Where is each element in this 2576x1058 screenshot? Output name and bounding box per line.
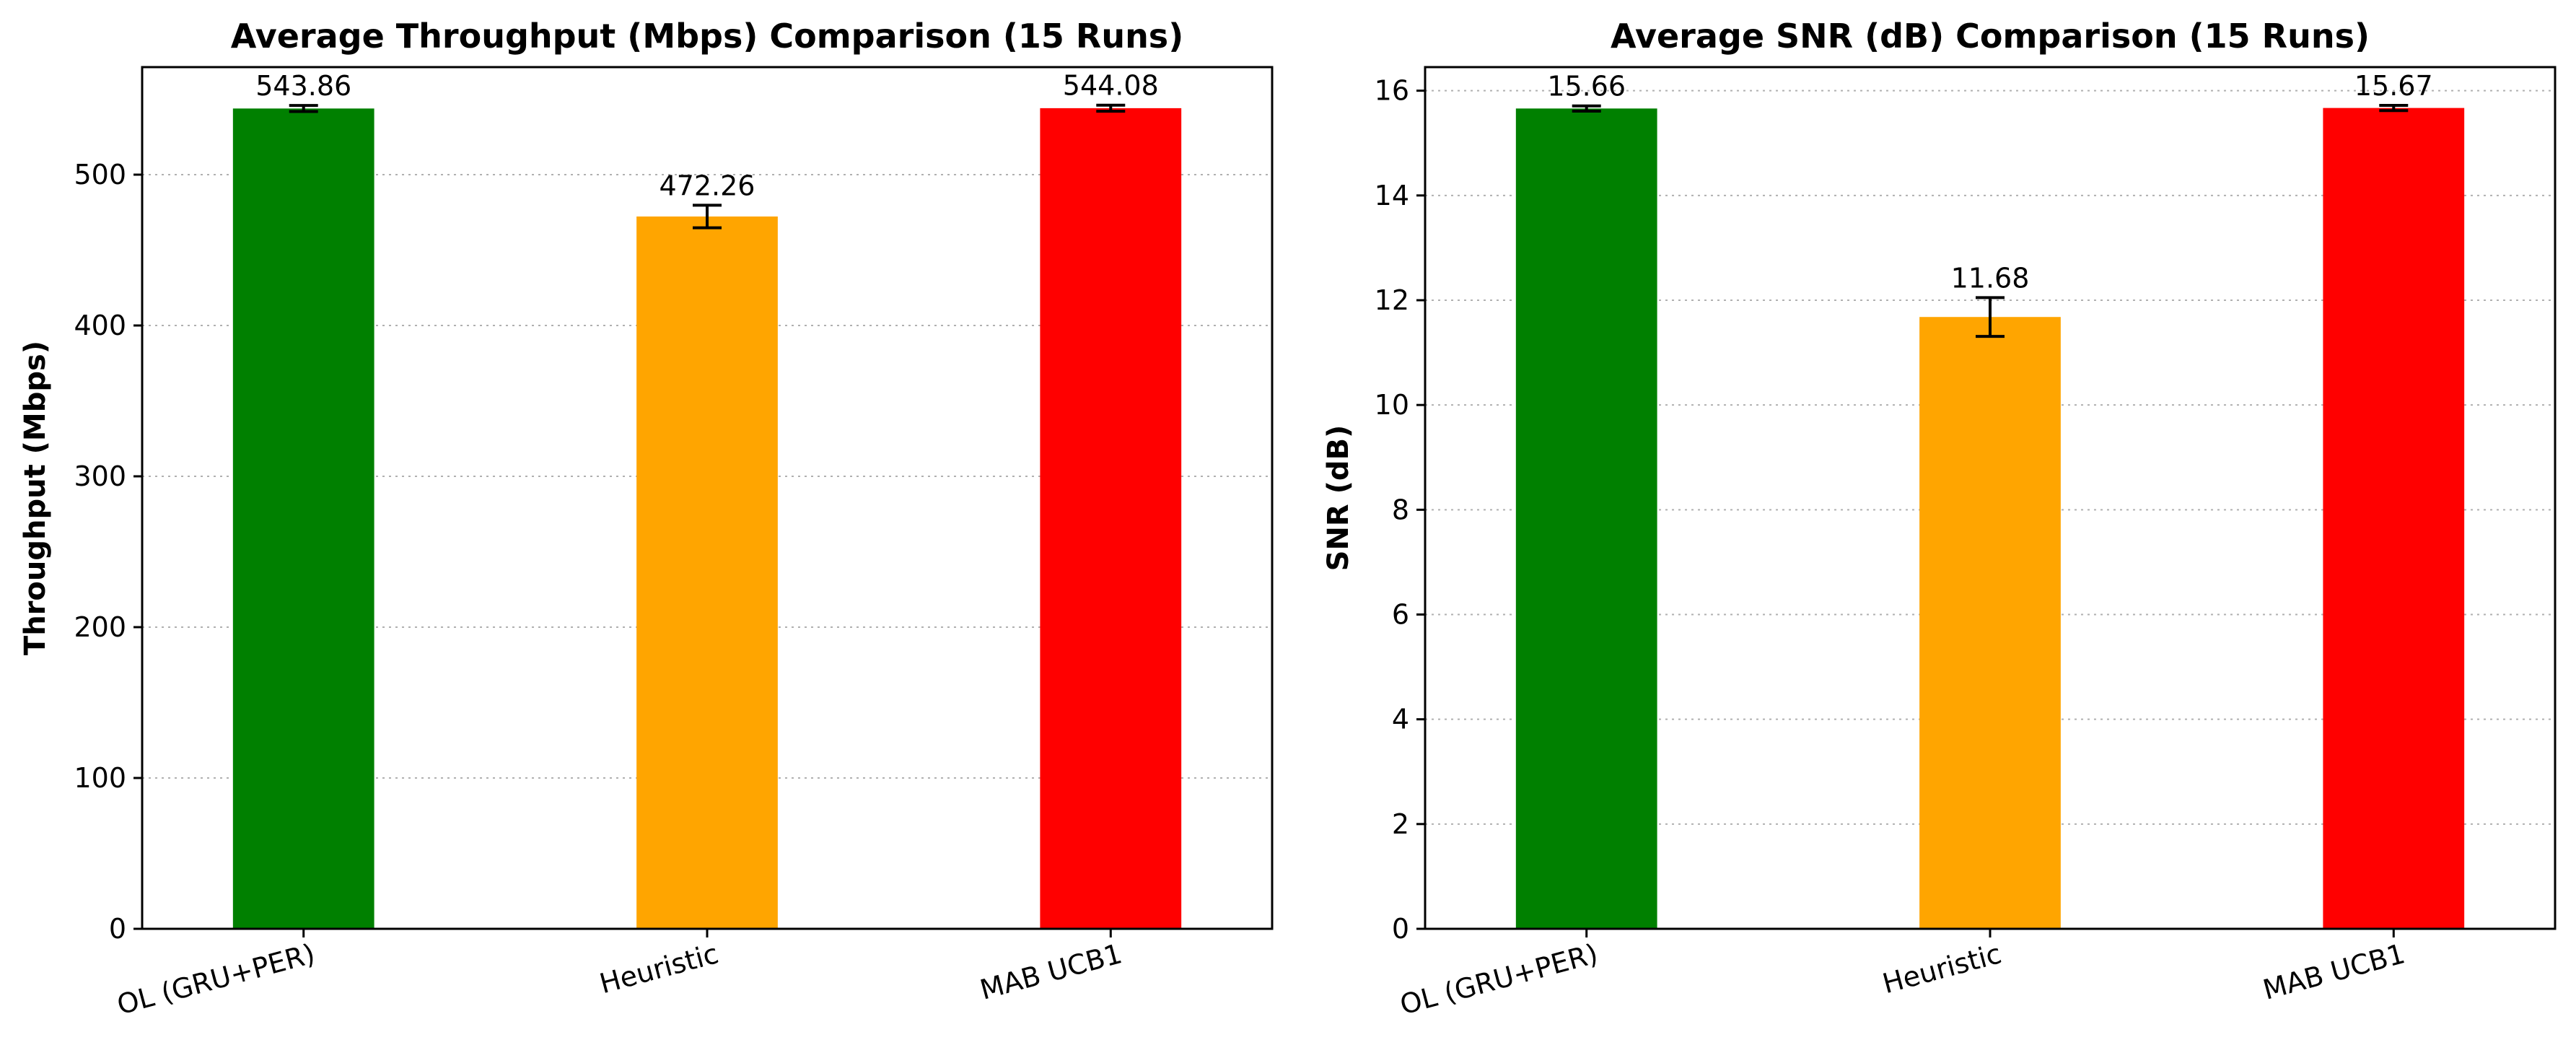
snr-xtick-label-2: Heuristic bbox=[1879, 937, 2005, 1000]
throughput-data-label-2: 472.26 bbox=[660, 170, 755, 201]
throughput-bar-1 bbox=[232, 108, 374, 930]
snr-ytick-label: 4 bbox=[1392, 704, 1409, 735]
throughput-chart-title: Average Throughput (Mbps) Comparison (15… bbox=[231, 17, 1183, 56]
snr-data-label-2: 11.68 bbox=[1951, 262, 2030, 294]
snr-xtick-label-1: OL (GRU+PER) bbox=[1397, 937, 1601, 1020]
snr-data-label-1: 15.66 bbox=[1547, 71, 1626, 102]
snr-ytick-label: 2 bbox=[1392, 808, 1409, 840]
snr-ytick-label: 6 bbox=[1392, 598, 1409, 630]
throughput-ytick-label: 100 bbox=[74, 762, 126, 794]
throughput-bar-3 bbox=[1040, 108, 1182, 929]
snr-ytick-label: 8 bbox=[1392, 494, 1409, 525]
snr-ytick-label: 14 bbox=[1375, 180, 1409, 211]
snr-ytick-label: 0 bbox=[1392, 913, 1409, 945]
snr-chart-panel: 15.66 11.68 15.67 0 2 4 6 8 10 12 14 16 OL (GRU+PER)… bbox=[1322, 17, 2557, 1021]
throughput-xtick-label-3: MAB UCB1 bbox=[977, 937, 1126, 1006]
snr-y-axis-label: SNR (dB) bbox=[1322, 425, 1355, 572]
throughput-y-axis-label: Throughput (Mbps) bbox=[19, 341, 52, 655]
snr-bar-2 bbox=[1919, 317, 2061, 929]
throughput-ytick-label: 200 bbox=[74, 611, 126, 643]
snr-xtick-label-3: MAB UCB1 bbox=[2260, 937, 2409, 1006]
snr-ytick-label: 16 bbox=[1375, 75, 1409, 107]
snr-data-label-3: 15.67 bbox=[2354, 70, 2433, 102]
throughput-bar-2 bbox=[636, 216, 778, 929]
snr-ytick-label: 10 bbox=[1375, 389, 1409, 421]
throughput-ytick-label: 300 bbox=[74, 460, 126, 492]
throughput-xtick-label-2: Heuristic bbox=[596, 937, 722, 1000]
snr-chart-title: Average SNR (dB) Comparison (15 Runs) bbox=[1611, 17, 2370, 56]
throughput-ytick-label: 500 bbox=[74, 159, 126, 191]
snr-ytick-label: 12 bbox=[1375, 284, 1409, 316]
snr-bar-3 bbox=[2323, 108, 2465, 929]
throughput-ytick-label: 0 bbox=[109, 913, 126, 945]
throughput-chart-panel: 543.86 472.26 544.08 0 100 200 300 400 500 OL (GR… bbox=[19, 17, 1274, 1021]
snr-bar-1 bbox=[1515, 108, 1657, 929]
throughput-xtick-label-1: OL (GRU+PER) bbox=[114, 937, 318, 1020]
throughput-data-label-1: 543.86 bbox=[255, 70, 351, 102]
throughput-ytick-label: 400 bbox=[74, 310, 126, 341]
throughput-data-label-3: 544.08 bbox=[1063, 70, 1159, 102]
